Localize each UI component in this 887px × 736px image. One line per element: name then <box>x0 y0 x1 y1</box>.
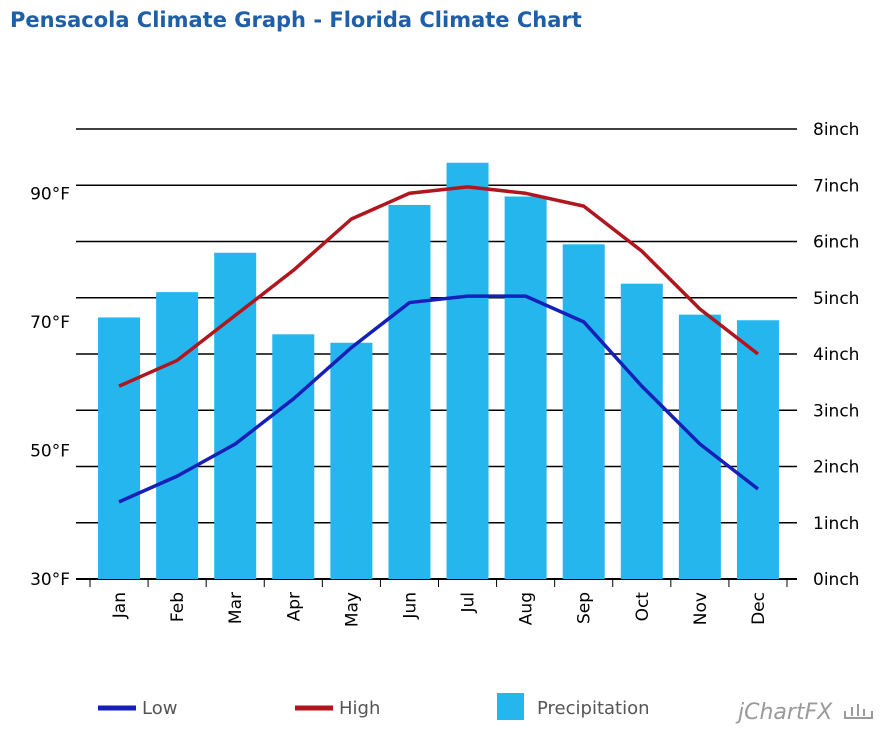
x-tick-label: Jul <box>459 592 479 614</box>
legend-precipitation-swatch <box>497 693 524 720</box>
precipitation-bar <box>272 334 315 579</box>
x-tick-label: Oct <box>633 592 653 622</box>
x-tick-label: May <box>342 592 362 627</box>
jchartfx-logo-icon <box>844 704 873 719</box>
precipitation-bar <box>562 244 605 579</box>
x-tick-label: Nov <box>691 592 711 625</box>
left-tick-label: 90°F <box>30 184 70 204</box>
precipitation-bar <box>214 252 257 579</box>
x-tick-label: Feb <box>168 592 188 622</box>
chart-title: Pensacola Climate Graph - Florida Climat… <box>10 8 582 32</box>
x-tick-label: Aug <box>517 592 537 625</box>
precipitation-bar <box>736 320 779 579</box>
legend-precipitation-label: Precipitation <box>537 698 650 719</box>
precipitation-bar <box>330 342 373 579</box>
right-tick-label: 0inch <box>813 570 859 590</box>
high-line <box>118 185 760 388</box>
jchartfx-logo: jChartFX <box>735 700 833 725</box>
precipitation-bar <box>504 196 547 579</box>
x-tick-label: Jan <box>110 592 130 619</box>
right-tick-label: 4inch <box>813 345 859 365</box>
left-tick-label: 50°F <box>30 441 70 461</box>
x-tick-label: Sep <box>575 592 595 624</box>
legend-low-label: Low <box>142 698 177 719</box>
temperature-lines <box>118 185 760 504</box>
right-tick-label: 6inch <box>813 233 859 253</box>
precipitation-bar <box>388 204 431 579</box>
x-tick-label: Jun <box>400 592 420 620</box>
left-tick-label: 70°F <box>30 313 70 333</box>
right-tick-label: 7inch <box>813 176 859 196</box>
precipitation-bar <box>156 292 199 579</box>
right-tick-label: 1inch <box>813 514 859 534</box>
legend: Low High Precipitation <box>98 693 650 720</box>
precipitation-bar <box>446 162 489 579</box>
right-tick-label: 3inch <box>813 401 859 421</box>
precipitation-bar <box>678 314 721 579</box>
precipitation-bar <box>98 317 141 579</box>
left-tick-label: 30°F <box>30 570 70 590</box>
x-tick-label: Apr <box>284 592 304 621</box>
x-tick-label: Dec <box>749 592 769 625</box>
x-axis-ticks: Jan Feb Mar Apr May Jun Jul Aug Sep Oct Nov Dec <box>110 592 769 627</box>
right-axis-ticks: 0inch 1inch 2inch 3inch 4inch 5inch 6inch 7inch… <box>813 120 859 590</box>
legend-high-label: High <box>339 698 380 719</box>
precipitation-bar <box>620 283 663 579</box>
precipitation-bars <box>98 162 779 579</box>
right-tick-label: 2inch <box>813 458 859 478</box>
right-tick-label: 8inch <box>813 120 859 140</box>
right-tick-label: 5inch <box>813 289 859 309</box>
x-tick-label: Mar <box>226 592 246 624</box>
left-axis-ticks: 30°F 50°F 70°F 90°F <box>30 184 70 590</box>
low-line <box>118 294 760 504</box>
